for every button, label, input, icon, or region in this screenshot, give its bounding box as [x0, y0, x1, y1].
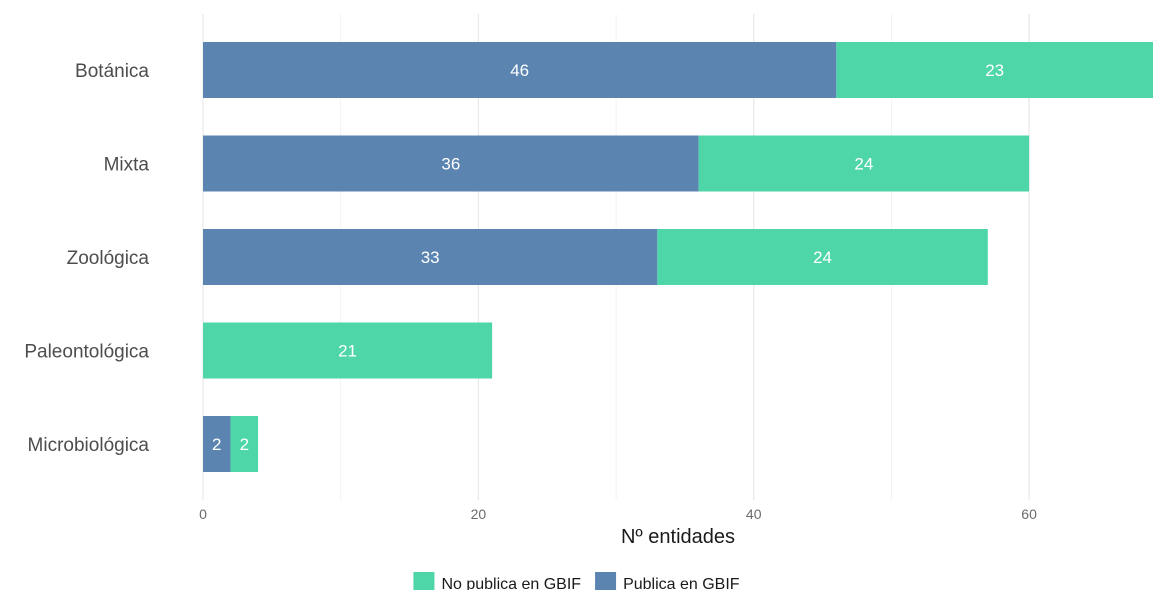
bar-no-publica-en-gbif-1 — [698, 135, 1030, 192]
bar-label-no-publica-en-gbif-2: 24 — [813, 248, 832, 267]
bar-label-no-publica-en-gbif-4: 2 — [240, 435, 249, 454]
legend-swatch-no-publica-en-gbif — [413, 572, 435, 590]
legend: No publica en GBIF Publica en GBIF — [413, 572, 740, 590]
bar-no-publica-en-gbif-2 — [657, 229, 988, 285]
bar-no-publica-en-gbif-0 — [836, 42, 1153, 98]
bar-no-publica-en-gbif-3 — [203, 322, 493, 379]
bar-publica-en-gbif-0 — [203, 42, 837, 98]
category-label-2: Zoológica — [67, 248, 150, 269]
bar-publica-en-gbif-2 — [203, 229, 658, 285]
bars: 46233624332402122 — [198, 42, 1153, 472]
bar-no-publica-en-gbif-4 — [230, 416, 259, 472]
legend-label-no-publica-en-gbif: No publica en GBIF — [441, 576, 581, 590]
category-label-1: Mixta — [104, 155, 150, 176]
bar-label-publica-en-gbif-1: 36 — [441, 155, 460, 174]
bar-label-no-publica-en-gbif-0: 23 — [985, 61, 1004, 80]
x-tick-label-1: 20 — [471, 506, 487, 522]
x-tick-label-3: 60 — [1021, 506, 1037, 522]
bar-publica-en-gbif-1 — [203, 135, 699, 192]
x-tick-label-0: 0 — [199, 506, 207, 522]
legend-swatch-publica-en-gbif — [595, 572, 617, 590]
value-axis: 0 20 40 60 — [199, 506, 1037, 522]
category-label-0: Botánica — [75, 61, 149, 82]
bar-label-no-publica-en-gbif-1: 24 — [854, 155, 873, 174]
category-axis: Botánica Mixta Zoológica Paleontológica Micr… — [24, 61, 149, 456]
bar-label-no-publica-en-gbif-3: 21 — [338, 342, 357, 361]
bar-label-publica-en-gbif-4: 2 — [212, 435, 221, 454]
x-tick-label-2: 40 — [746, 506, 762, 522]
x-axis-title: Nº entidades — [621, 526, 735, 548]
bar-label-publica-en-gbif-2: 33 — [421, 248, 440, 267]
category-label-3: Paleontológica — [24, 342, 149, 363]
legend-label-publica-en-gbif: Publica en GBIF — [623, 576, 740, 590]
bar-publica-en-gbif-4 — [203, 416, 231, 472]
bar-label-publica-en-gbif-0: 46 — [510, 61, 529, 80]
category-label-4: Microbiológica — [28, 435, 150, 456]
